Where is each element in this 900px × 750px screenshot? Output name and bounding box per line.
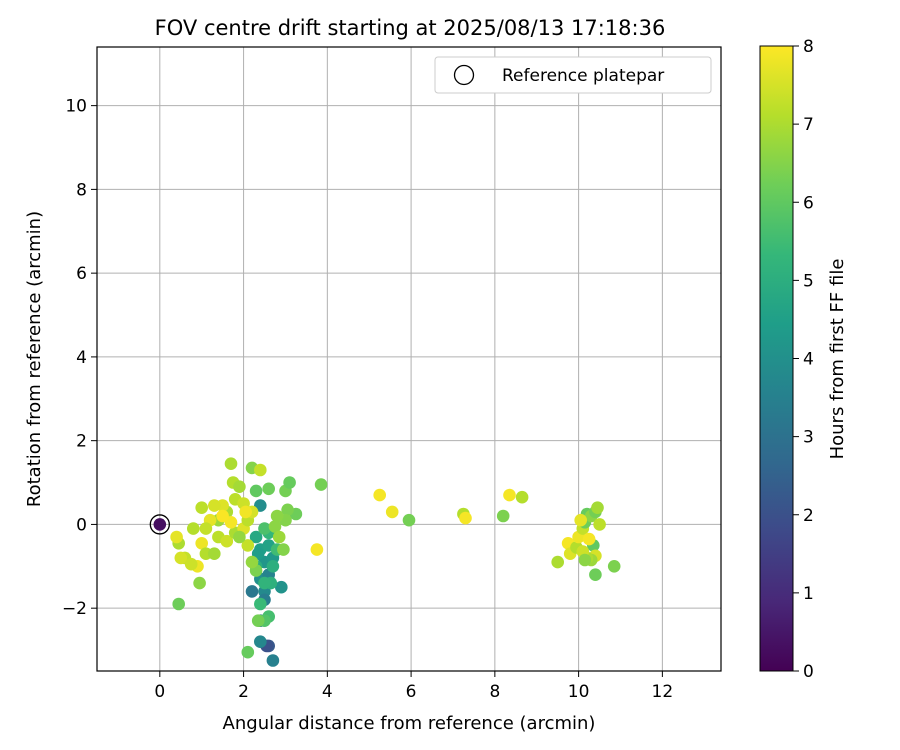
x-tick-label: 10 (568, 682, 590, 702)
colorbar-gradient (759, 45, 794, 672)
grid-lines (97, 47, 721, 671)
data-point (253, 597, 267, 611)
data-point (258, 576, 271, 590)
legend-marker-icon (453, 64, 475, 86)
y-tick-label: −2 (62, 599, 87, 619)
x-tick-label: 12 (652, 682, 674, 702)
x-tick-label: 2 (238, 682, 249, 702)
colorbar-tick-label: 6 (803, 193, 814, 213)
x-axis-ticks: 0 2 4 6 8 10 12 (154, 671, 673, 702)
data-point (496, 509, 510, 523)
x-tick-label: 4 (322, 682, 333, 702)
colorbar-label: Hours from first FF file (827, 259, 848, 460)
y-axis-label: Rotation from reference (arcmin) (24, 211, 45, 507)
data-point (459, 511, 472, 525)
chart-title: FOV centre drift starting at 2025/08/13 … (155, 16, 666, 40)
reference-platepar-marker (149, 514, 170, 535)
data-point (245, 555, 259, 569)
data-point (241, 645, 255, 659)
data-point (270, 509, 284, 523)
data-point (172, 597, 185, 611)
data-point (277, 543, 290, 556)
data-point (199, 522, 213, 535)
data-point (233, 530, 246, 544)
data-point (239, 505, 252, 519)
data-point (266, 654, 280, 667)
data-point (258, 522, 271, 535)
data-point (170, 530, 183, 544)
data-point (268, 520, 282, 533)
legend-box (434, 56, 712, 94)
data-point (253, 463, 267, 477)
data-point (591, 501, 604, 514)
data-point (249, 484, 263, 498)
data-point (233, 480, 246, 494)
data-point (373, 488, 387, 502)
colorbar-tick-label: 2 (803, 506, 814, 526)
data-point (253, 635, 267, 648)
data-point (574, 513, 587, 527)
x-axis-label: Angular distance from reference (arcmin) (223, 713, 596, 734)
reference-point-ring (149, 514, 170, 535)
colorbar-tick-label: 8 (803, 37, 814, 57)
data-point (402, 513, 416, 527)
colorbar-ticks: 0 1 2 3 4 5 6 7 8 (793, 37, 814, 682)
data-point (385, 505, 399, 519)
legend: Reference platepar (434, 56, 712, 94)
x-tick-label: 6 (406, 682, 417, 702)
data-point (314, 478, 328, 491)
y-axis-ticks: −2 0 2 4 6 8 10 (62, 97, 97, 619)
data-point (216, 509, 229, 523)
data-point (195, 537, 208, 550)
colorbar-tick-label: 4 (803, 350, 814, 370)
data-point (220, 534, 234, 548)
data-point (184, 557, 198, 571)
data-point (195, 501, 208, 514)
data-point (193, 576, 206, 590)
data-point (275, 580, 288, 594)
colorbar-tick-label: 7 (803, 115, 814, 135)
data-point (187, 522, 200, 535)
y-tick-label: 2 (76, 432, 87, 452)
data-point (582, 532, 596, 546)
data-point (224, 457, 238, 471)
colorbar-tick-label: 0 (803, 662, 814, 682)
data-point (310, 543, 324, 556)
data-point (593, 518, 606, 531)
data-point (578, 553, 592, 567)
colorbar: 0 1 2 3 4 5 6 7 8 Hours from first FF file (759, 37, 848, 682)
x-tick-label: 8 (489, 682, 500, 702)
data-point (607, 560, 621, 573)
data-point (245, 585, 259, 598)
data-points (170, 457, 621, 667)
data-point (241, 539, 255, 552)
reference-point-dot (153, 518, 167, 531)
data-point (262, 482, 276, 496)
data-point (208, 547, 221, 560)
data-point (283, 476, 296, 489)
x-tick-label: 0 (154, 682, 165, 702)
colorbar-tick-label: 5 (803, 271, 814, 291)
data-point (266, 560, 280, 573)
y-tick-label: 10 (65, 97, 87, 117)
legend-entry-reference-platepar: Reference platepar (502, 66, 664, 86)
data-point (551, 555, 564, 569)
colorbar-tick-label: 3 (803, 428, 814, 448)
data-point (272, 530, 286, 544)
data-point (249, 530, 263, 544)
data-point (281, 503, 294, 517)
data-point (208, 499, 221, 512)
data-point (503, 488, 516, 502)
y-tick-label: 6 (76, 264, 87, 284)
data-point (251, 614, 265, 627)
data-point (589, 568, 602, 581)
y-tick-label: 4 (76, 348, 87, 368)
plot-frame (96, 46, 722, 672)
y-tick-label: 0 (76, 515, 87, 535)
colorbar-tick-label: 1 (803, 584, 814, 604)
y-tick-label: 8 (76, 180, 87, 200)
data-point (515, 490, 529, 504)
data-point (174, 551, 188, 565)
